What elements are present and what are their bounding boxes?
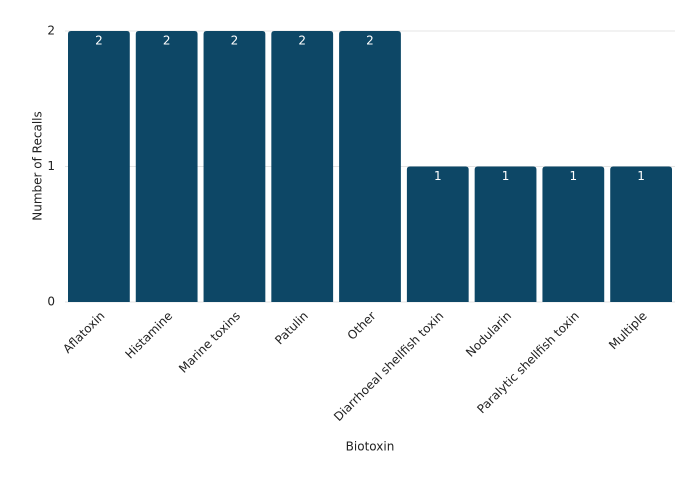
value-label: 2: [95, 34, 103, 48]
bar: [542, 166, 605, 302]
y-tick-label: 0: [47, 295, 55, 309]
x-tick-label: Other: [345, 309, 379, 343]
y-tick-label: 2: [47, 24, 55, 38]
y-axis-title: Number of Recalls: [31, 111, 45, 220]
value-label: 2: [231, 34, 239, 48]
value-label: 1: [502, 169, 510, 183]
bar: [474, 166, 537, 302]
bar: [135, 31, 198, 302]
bar: [339, 31, 401, 302]
x-tick-label: Aflatoxin: [60, 309, 107, 356]
x-tick-label: Nodularin: [463, 309, 514, 360]
value-label: 2: [298, 34, 306, 48]
value-label: 2: [163, 34, 171, 48]
value-label: 2: [366, 34, 374, 48]
value-label: 1: [434, 169, 442, 183]
value-label: 1: [637, 169, 645, 183]
y-tick-label: 1: [47, 159, 55, 173]
x-tick-label: Diarrhoeal shellfish toxin: [331, 309, 446, 424]
x-axis-title: Biotoxin: [346, 440, 395, 454]
x-tick-label: Marine toxins: [176, 309, 243, 376]
x-tick-label: Patulin: [272, 309, 311, 348]
x-tick-label: Histamine: [122, 309, 175, 362]
bar: [406, 166, 469, 302]
bar: [68, 31, 130, 302]
value-label: 1: [570, 169, 578, 183]
x-tick-label: Multiple: [606, 309, 650, 353]
bar: [610, 166, 672, 302]
bar: [203, 31, 266, 302]
bar: [271, 31, 334, 302]
